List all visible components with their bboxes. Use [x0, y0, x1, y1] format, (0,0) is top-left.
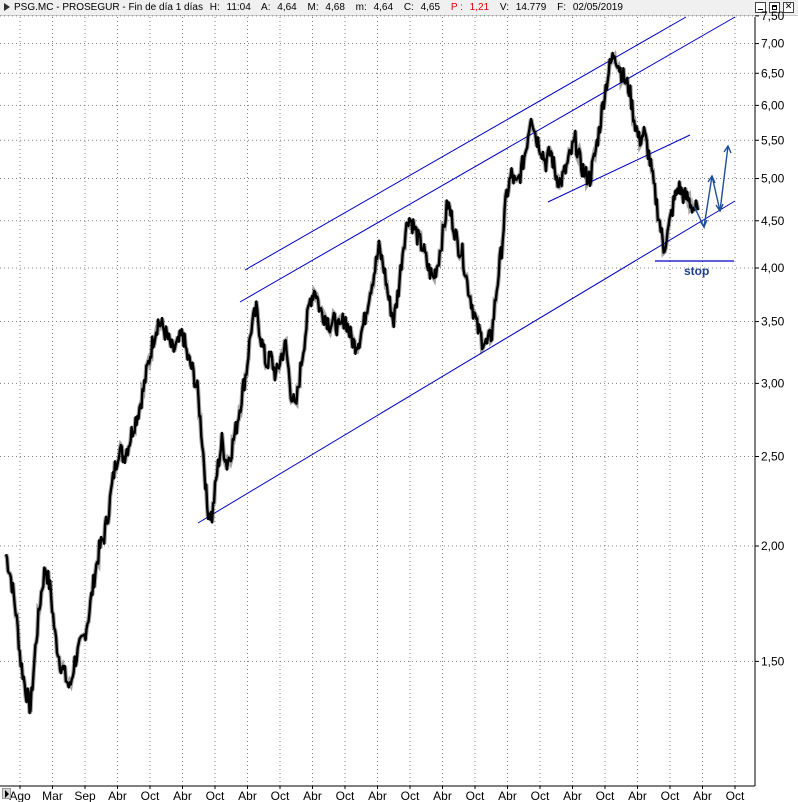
channel-line [239, 16, 736, 303]
x-tick-label: Oct [336, 789, 355, 802]
minimize-button[interactable] [755, 2, 766, 13]
channel-line [197, 200, 736, 524]
x-tick-label: Oct [596, 789, 615, 802]
x-tick-label: Ago [9, 789, 31, 802]
x-tick-label: Oct [466, 789, 485, 802]
x-tick-label: Mar [42, 789, 63, 802]
channel-line [244, 16, 687, 271]
stat-p: P : 1,21 [450, 2, 490, 13]
y-tick-label: 3,00 [761, 376, 785, 390]
stat-f: F: 02/05/2019 [557, 2, 623, 13]
x-tick-label: Oct [141, 789, 160, 802]
x-tick-label: Oct [271, 789, 290, 802]
y-tick-label: 2,00 [761, 539, 785, 553]
stat-a: A: 4,64 [261, 2, 297, 13]
x-tick-label: Abr [628, 789, 647, 802]
arrow-head [715, 203, 724, 213]
stat-min: m: 4,64 [355, 2, 394, 13]
arrow-head [707, 174, 716, 184]
y-tick-label: 2,50 [761, 450, 785, 464]
ticker-title: PSG.MC - PROSEGUR - Fin de día 1 días [14, 2, 203, 13]
y-axis: 1,50 2,00 2,50 3,00 3,50 4,00 4,50 5,00 5,50 6,00… [754, 9, 785, 786]
x-axis: Ago Mar Sep Abr Oct Abr Oct Abr Oct Abr Oct Abr Oct A… [0, 785, 755, 802]
arrow-head [699, 219, 708, 229]
price-line [4, 51, 700, 715]
y-tick-label: 4,50 [761, 214, 785, 228]
x-tick-label: Oct [661, 789, 680, 802]
x-tick-label: Abr [238, 789, 257, 802]
stat-m: M: 4,68 [307, 2, 345, 13]
x-tick-label: Oct [401, 789, 420, 802]
grid-lines [0, 15, 755, 786]
x-tick-label: Abr [303, 789, 322, 802]
x-tick-label: Oct [531, 789, 550, 802]
x-tick-label: Oct [726, 789, 745, 802]
x-tick-label: Sep [74, 789, 96, 802]
x-tick-label: Abr [368, 789, 387, 802]
x-tick-label: Oct [206, 789, 225, 802]
stat-c: C: 4,65 [403, 2, 441, 13]
channel-line [547, 134, 691, 203]
y-tick-label: 5,00 [761, 172, 785, 186]
window-arrow-icon[interactable] [4, 3, 10, 11]
window-title: PSG.MC - PROSEGUR - Fin de día 1 días H:… [14, 0, 631, 15]
x-tick-label: Abr [693, 789, 712, 802]
trend-channels [197, 16, 736, 524]
window-titlebar: PSG.MC - PROSEGUR - Fin de día 1 días H:… [0, 0, 798, 16]
x-tick-label: Abr [433, 789, 452, 802]
scroll-left-button[interactable] [2, 788, 11, 799]
price-range-band [3, 49, 701, 714]
y-tick-label: 1,50 [761, 654, 785, 668]
x-tick-label: Abr [498, 789, 517, 802]
y-tick-label: 3,50 [761, 315, 785, 329]
y-tick-label: 7,00 [761, 37, 785, 51]
y-tick-label: 4,00 [761, 261, 785, 275]
x-tick-label: Abr [108, 789, 127, 802]
stat-h: H: 11:04 [209, 2, 251, 13]
stop-label: stop [684, 264, 709, 278]
y-tick-label: 5,50 [761, 133, 785, 147]
close-button[interactable]: ✕ [783, 2, 794, 13]
x-tick-label: Abr [173, 789, 192, 802]
price-series [3, 49, 701, 715]
maximize-button[interactable] [769, 2, 780, 13]
y-tick-label: 6,50 [761, 66, 785, 80]
arrow-head [723, 144, 732, 154]
stat-v: V: 14.779 [499, 2, 547, 13]
x-tick-label: Abr [563, 789, 582, 802]
y-tick-label: 6,00 [761, 98, 785, 112]
y-tick-label: 7,50 [761, 9, 785, 23]
projection-arrows [693, 144, 732, 230]
